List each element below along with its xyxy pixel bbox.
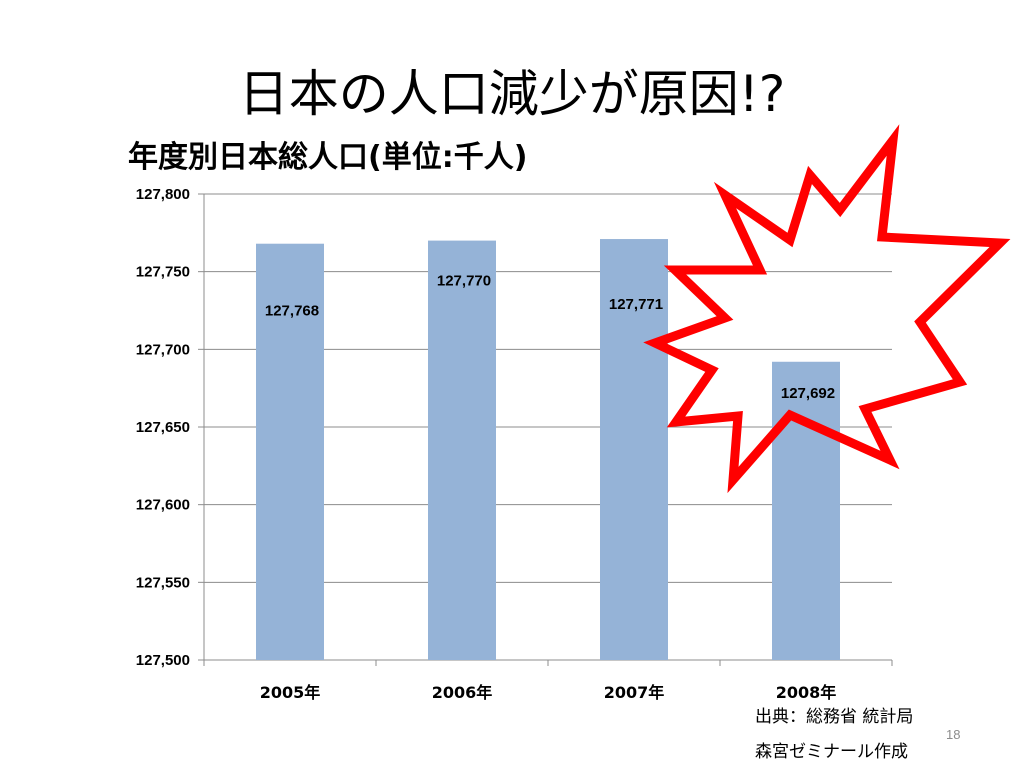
y-tick-label: 127,600: [136, 497, 190, 514]
data-label: 127,771: [609, 296, 663, 313]
bar: [428, 240, 496, 660]
data-label: 127,692: [781, 385, 835, 402]
bar: [600, 239, 668, 660]
chart-title: 年度別日本総人口(単位:千人): [128, 140, 528, 175]
y-tick-label: 127,550: [136, 574, 190, 591]
data-label: 127,770: [437, 273, 491, 290]
x-tick-label: 2007年: [604, 683, 665, 702]
author-credit: 森宮ゼミナール作成: [755, 742, 908, 762]
data-label: 127,768: [265, 303, 319, 320]
x-tick-label: 2005年: [260, 683, 321, 702]
slide-title: 日本の人口減少が原因!?: [238, 65, 786, 123]
starburst-highlight: [643, 124, 1011, 494]
x-tick-label: 2006年: [432, 683, 493, 702]
y-tick-label: 127,500: [136, 652, 190, 669]
y-tick-label: 127,700: [136, 341, 190, 358]
page-number: 18: [946, 727, 961, 742]
y-tick-label: 127,650: [136, 419, 190, 436]
source-credit: 出典：総務省 統計局: [755, 707, 914, 727]
bar: [772, 361, 840, 660]
y-tick-label: 127,800: [136, 186, 190, 203]
bar: [256, 243, 324, 660]
y-tick-label: 127,750: [136, 264, 190, 281]
x-tick-label: 2008年: [776, 683, 837, 702]
